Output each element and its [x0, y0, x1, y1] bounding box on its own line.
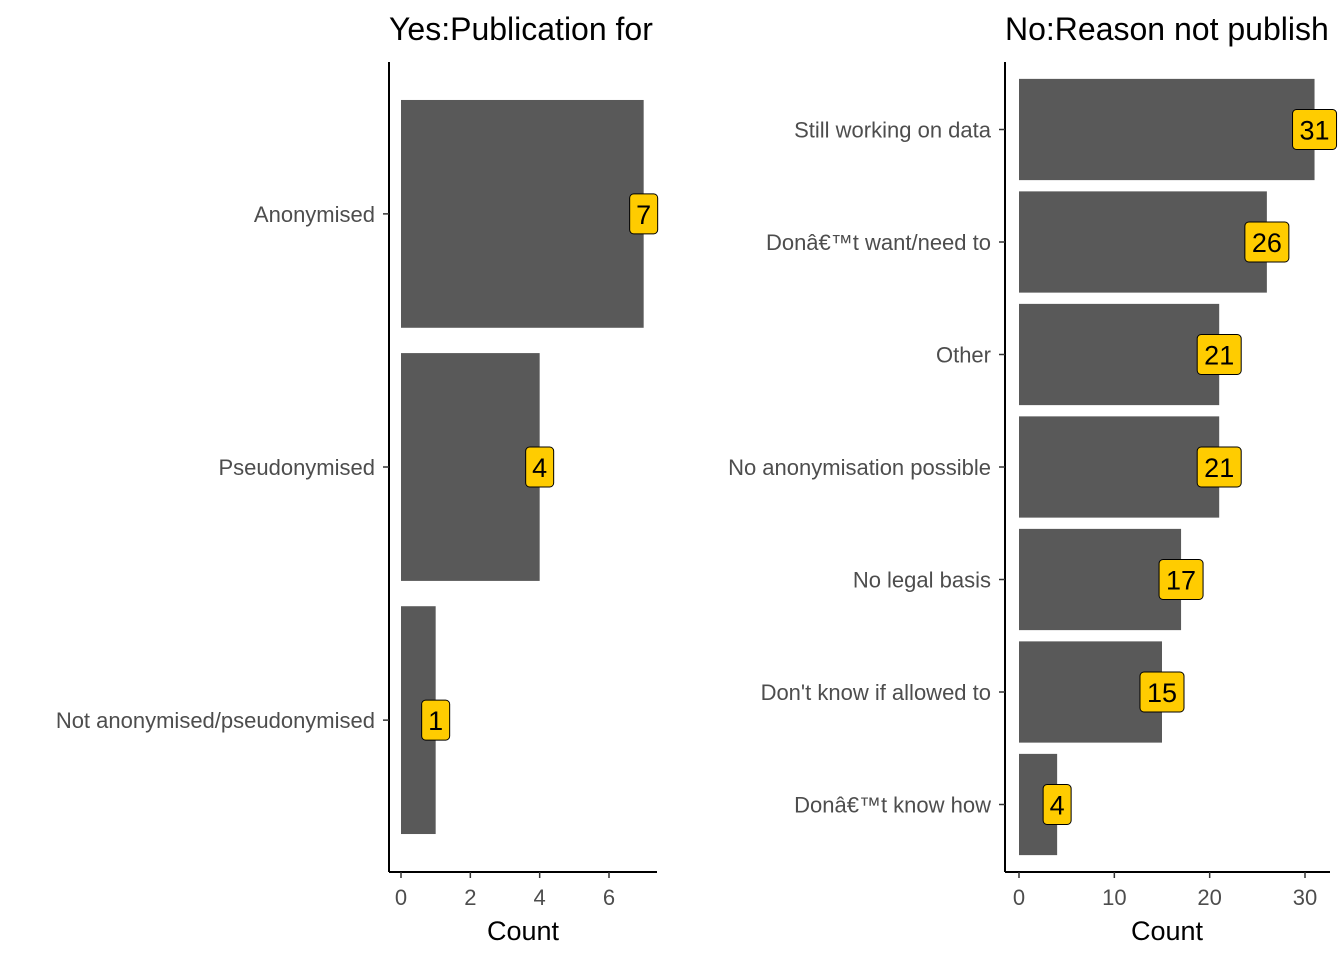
- x-tick-label-no-3: 30: [1293, 885, 1317, 910]
- chart-title-yes: Yes:Publication for: [389, 11, 653, 47]
- chart-panel-no: No:Reason not publish Count Still workin…: [728, 11, 1338, 946]
- value-label-no-6: 4: [1050, 791, 1065, 821]
- value-label-box-no-2: [1196, 334, 1242, 375]
- category-label-no-don-t-want-need-to: Donâ€™t want/need to: [766, 230, 991, 255]
- x-tick-label-yes-1: 2: [464, 885, 476, 910]
- value-label-box-no-4: [1158, 559, 1204, 600]
- value-label-no-4: 17: [1166, 566, 1196, 596]
- category-label-no-don-t-know-how: Donâ€™t know how: [794, 793, 991, 818]
- bar-yes-anonymised: [401, 99, 644, 328]
- value-label-box-yes-1: [525, 446, 555, 488]
- bar-no-other: [1019, 303, 1220, 406]
- category-label-no-no-legal-basis: No legal basis: [853, 568, 991, 593]
- bar-no-no-legal-basis: [1019, 528, 1182, 631]
- value-label-no-2: 21: [1204, 341, 1234, 371]
- value-label-box-no-5: [1139, 671, 1185, 713]
- value-label-yes-1: 4: [532, 453, 547, 483]
- category-label-yes-anonymised: Anonymised: [254, 202, 375, 227]
- category-label-yes-not-anonymised-pseudonymised: Not anonymised/pseudonymised: [56, 708, 375, 733]
- bar-no-still-working-on-data: [1019, 78, 1315, 181]
- category-label-no-no-anonymisation-possible: No anonymisation possible: [728, 455, 991, 480]
- x-axis-label-no: Count: [1131, 916, 1204, 946]
- value-label-box-no-3: [1196, 446, 1242, 488]
- category-label-no-other: Other: [936, 343, 991, 368]
- x-tick-label-no-2: 20: [1197, 885, 1221, 910]
- x-tick-label-no-1: 10: [1102, 885, 1126, 910]
- value-label-no-1: 26: [1252, 228, 1282, 258]
- category-label-no-still-working-on-data: Still working on data: [794, 118, 992, 143]
- value-label-box-yes-2: [421, 699, 451, 741]
- chart-title-no: No:Reason not publish: [1005, 11, 1329, 47]
- category-label-no-don-t-know-if-allowed-to: Don't know if allowed to: [761, 680, 991, 705]
- value-label-box-yes-0: [629, 193, 659, 235]
- value-label-yes-2: 1: [428, 706, 443, 736]
- bar-yes-pseudonymised: [401, 353, 540, 581]
- bar-no-don-t-want-need-to: [1019, 191, 1267, 293]
- category-label-yes-pseudonymised: Pseudonymised: [218, 455, 375, 480]
- value-label-yes-0: 7: [636, 200, 651, 230]
- bar-no-don-t-know-if-allowed-to: [1019, 641, 1162, 743]
- x-axis-label-yes: Count: [487, 916, 560, 946]
- x-tick-label-yes-0: 0: [395, 885, 407, 910]
- value-label-box-no-1: [1244, 221, 1290, 263]
- bar-no-no-anonymisation-possible: [1019, 416, 1220, 518]
- x-tick-label-yes-2: 4: [534, 885, 546, 910]
- value-label-box-no-0: [1292, 109, 1338, 150]
- chart-panel-yes: Yes:Publication for Count Anonymised 7 Pse…: [56, 11, 659, 946]
- value-label-no-5: 15: [1147, 678, 1177, 708]
- x-tick-label-yes-3: 6: [603, 885, 615, 910]
- value-label-box-no-6: [1042, 784, 1072, 825]
- value-label-no-3: 21: [1204, 453, 1234, 483]
- x-tick-label-no-0: 0: [1013, 885, 1025, 910]
- value-label-no-0: 31: [1300, 116, 1330, 146]
